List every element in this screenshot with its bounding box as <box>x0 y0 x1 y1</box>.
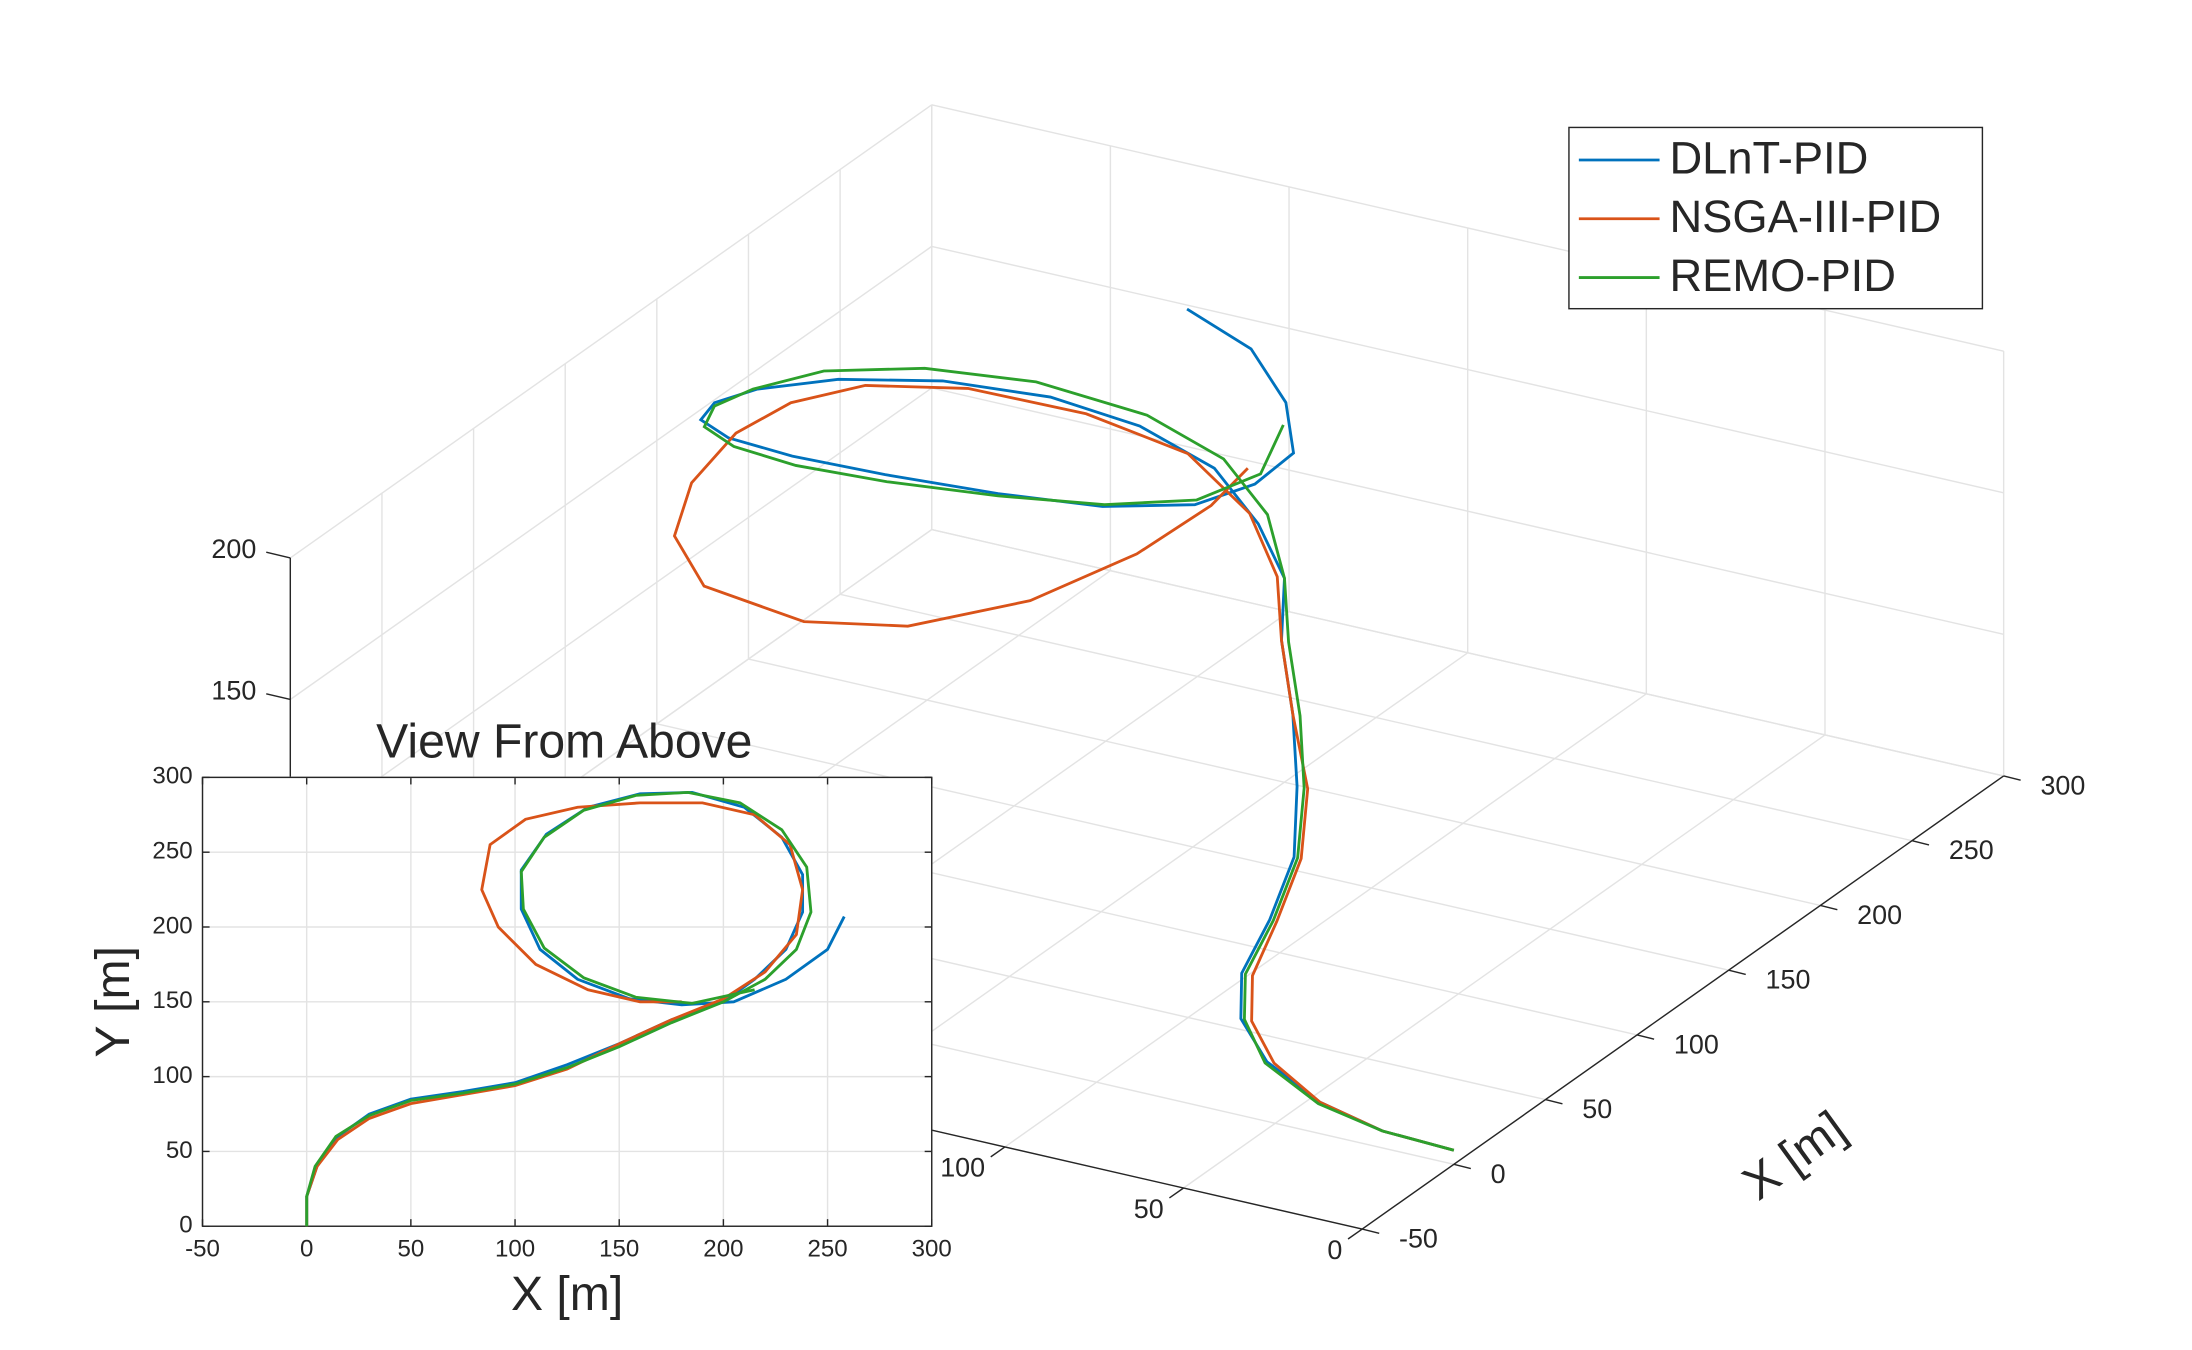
x-tick-label: 0 <box>300 1236 313 1263</box>
chart-inset: -50 0 50 100 150 200 250 300050100150200250300V… <box>86 715 952 1321</box>
x-tick-label: 100 <box>495 1236 535 1263</box>
x-tick-label: 250 <box>1949 835 1994 865</box>
y-axis-label: Y [m] <box>86 946 140 1057</box>
inset-title: View From Above <box>376 715 752 769</box>
trajectory-top <box>305 801 805 1227</box>
x-tick-label: 50 <box>1582 1094 1612 1124</box>
grid-line <box>825 652 1469 1107</box>
legend-label: REMO-PID <box>1669 250 1896 301</box>
y-tick-label: 100 <box>152 1062 192 1089</box>
grid-line <box>931 528 2004 777</box>
x-tick <box>2003 775 2021 781</box>
x-tick-label: 200 <box>703 1236 743 1263</box>
x-axis <box>1361 775 2005 1230</box>
legend-label: NSGA-III-PID <box>1669 191 1941 242</box>
x-tick-label: 250 <box>807 1236 847 1263</box>
grid-line <box>931 104 2004 352</box>
x-tick-label: -50 <box>1399 1224 1438 1254</box>
trajectory-top <box>305 790 813 1227</box>
trajectory-3d <box>698 307 1455 1152</box>
x-tick-label: 300 <box>2040 770 2085 800</box>
x-tick <box>1362 1228 1380 1235</box>
y-tick <box>1347 1228 1363 1240</box>
x-tick-label: 100 <box>1674 1029 1719 1059</box>
x-tick <box>1911 840 1930 846</box>
x-tick-label: 0 <box>1491 1159 1506 1189</box>
x-tick-label: 200 <box>1857 900 1902 930</box>
x-tick-label: 150 <box>1766 965 1811 995</box>
y-tick-label: 100 <box>940 1153 985 1183</box>
x-axis-label: X [m] <box>511 1267 623 1321</box>
grid-line <box>289 387 933 842</box>
plot-frame <box>201 776 933 1227</box>
trajectory-3d <box>672 384 1455 1152</box>
y-tick-label: 0 <box>1327 1235 1342 1265</box>
y-tick-label: 50 <box>166 1137 193 1164</box>
y-tick <box>990 1146 1006 1158</box>
y-tick-label: 250 <box>152 838 192 865</box>
y-tick-label: 150 <box>152 987 192 1014</box>
grid-line <box>289 245 933 701</box>
z-tick <box>266 551 291 559</box>
z-tick-label: 150 <box>211 676 256 706</box>
grid-line <box>289 104 933 559</box>
y-tick-label: 50 <box>1134 1194 1164 1224</box>
x-tick-label: -50 <box>185 1236 220 1263</box>
grid-line <box>931 245 2004 494</box>
y-tick-label: 0 <box>179 1212 192 1239</box>
x-tick-label: 150 <box>599 1236 639 1263</box>
y-tick-label: 200 <box>152 912 192 939</box>
x-tick <box>1453 1163 1472 1170</box>
x-tick-label: 300 <box>912 1236 952 1263</box>
grid-line <box>931 387 2004 636</box>
y-tick <box>1168 1187 1184 1199</box>
x-tick-label: 50 <box>397 1236 424 1263</box>
x-axis-label: X [m] <box>1733 1101 1856 1211</box>
legend-label: DLnT-PID <box>1669 132 1868 183</box>
x-tick <box>1728 969 1746 976</box>
trajectory-3d <box>702 366 1455 1152</box>
grid-line <box>1004 693 1647 1148</box>
chart-3d: -50 0 50 100 150 200 250 300 0 50 100 150 200 250 300 5… <box>211 104 2085 1265</box>
x-tick <box>1545 1098 1563 1105</box>
z-tick-label: 200 <box>211 534 256 564</box>
grid-line <box>1183 734 1826 1189</box>
y-tick-label: 300 <box>152 763 192 790</box>
z-tick <box>266 693 291 701</box>
x-tick <box>1820 904 1838 911</box>
x-tick <box>1636 1034 1655 1040</box>
